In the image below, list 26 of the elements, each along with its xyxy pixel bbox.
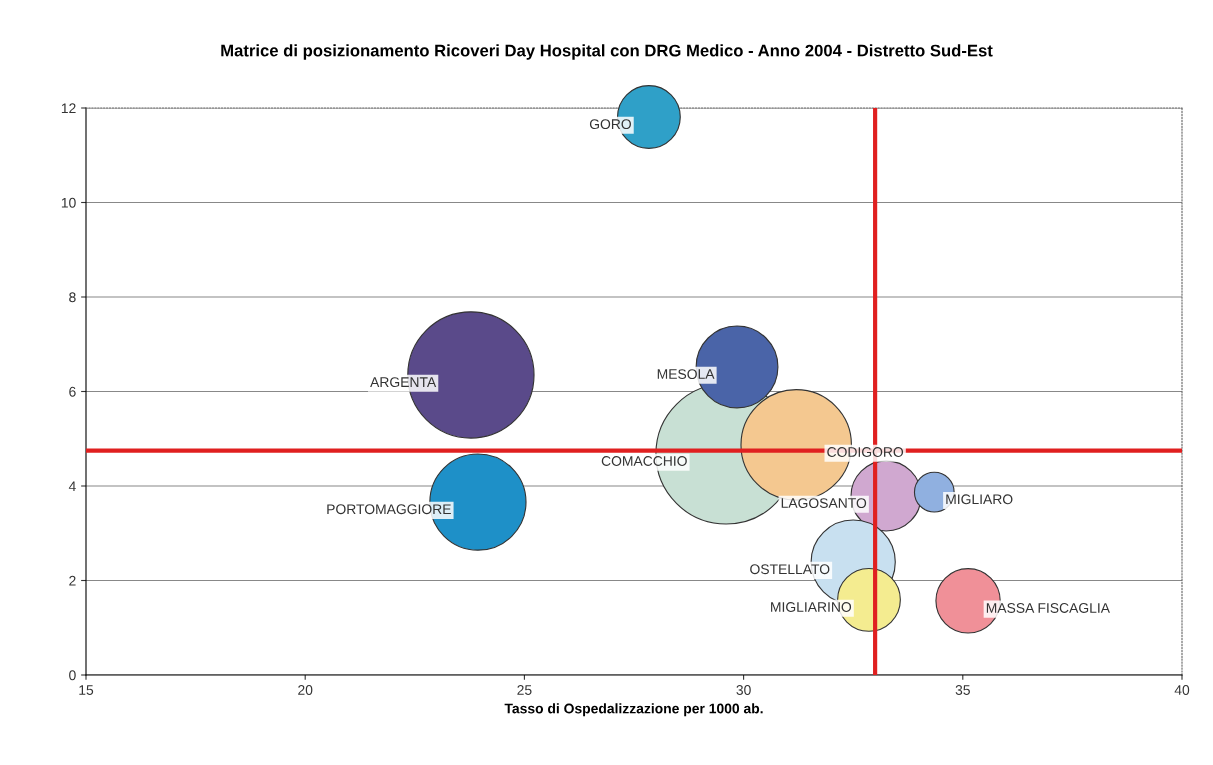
chart-title: Matrice di posizionamento Ricoveri Day Hospital con DRG Medico - Anno 2004 - Distretto Sud-Est bbox=[221, 44, 993, 60]
annotation: ARGENTA bbox=[370, 377, 437, 388]
y-tick-label: 4 bbox=[68, 481, 76, 492]
x-tick-label: 20 bbox=[298, 685, 313, 695]
x-tick-label: 35 bbox=[955, 685, 970, 695]
annotation: OSTELLATO bbox=[750, 564, 830, 575]
x-tick-label: 15 bbox=[79, 685, 94, 695]
annotation: COMACCHIO bbox=[601, 456, 687, 466]
annotation: LAGOSANTO bbox=[781, 498, 867, 508]
y-tick-label: 6 bbox=[69, 386, 76, 397]
annotation: MASSA FISCAGLIA bbox=[986, 603, 1110, 613]
x-tick-label: 30 bbox=[736, 685, 751, 695]
x-tick-label: 25 bbox=[517, 685, 532, 695]
y-tick-label: 12 bbox=[61, 103, 76, 114]
annotation: MESOLA bbox=[657, 369, 715, 379]
annotation: GORO bbox=[589, 119, 631, 130]
y-tick-label: 8 bbox=[69, 292, 76, 303]
y-tick-label: 2 bbox=[69, 575, 76, 586]
x-axis-title: Tasso di Ospedalizzazione per 1000 ab. bbox=[504, 703, 763, 717]
annotation: CODIGORO bbox=[827, 447, 904, 457]
x-tick-label: 40 bbox=[1174, 685, 1190, 695]
annotation: MIGLIARO bbox=[946, 494, 1013, 505]
annotation: MIGLIARINO bbox=[771, 602, 852, 612]
y-tick-label: 10 bbox=[61, 197, 76, 208]
y-tick-label: 0 bbox=[69, 670, 76, 681]
annotation: PORTOMAGGIORE bbox=[327, 504, 451, 515]
